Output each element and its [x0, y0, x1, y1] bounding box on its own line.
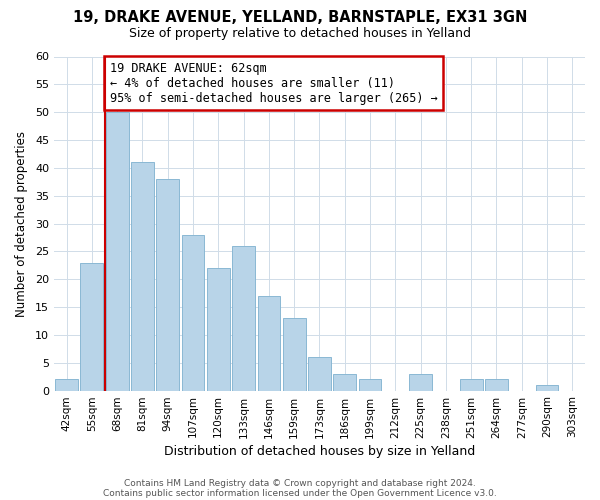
Bar: [536, 385, 559, 390]
Bar: [334, 374, 356, 390]
Text: Contains HM Land Registry data © Crown copyright and database right 2024.: Contains HM Land Registry data © Crown c…: [124, 478, 476, 488]
Y-axis label: Number of detached properties: Number of detached properties: [15, 130, 28, 316]
Text: Contains public sector information licensed under the Open Government Licence v3: Contains public sector information licen…: [103, 488, 497, 498]
Bar: [232, 246, 255, 390]
Bar: [257, 296, 280, 390]
Bar: [131, 162, 154, 390]
Bar: [80, 262, 103, 390]
Bar: [485, 380, 508, 390]
Text: 19 DRAKE AVENUE: 62sqm
← 4% of detached houses are smaller (11)
95% of semi-deta: 19 DRAKE AVENUE: 62sqm ← 4% of detached …: [110, 62, 437, 104]
Text: Size of property relative to detached houses in Yelland: Size of property relative to detached ho…: [129, 28, 471, 40]
Text: 19, DRAKE AVENUE, YELLAND, BARNSTAPLE, EX31 3GN: 19, DRAKE AVENUE, YELLAND, BARNSTAPLE, E…: [73, 10, 527, 25]
Bar: [409, 374, 432, 390]
Bar: [283, 318, 305, 390]
X-axis label: Distribution of detached houses by size in Yelland: Distribution of detached houses by size …: [164, 444, 475, 458]
Bar: [308, 357, 331, 390]
Bar: [106, 112, 128, 390]
Bar: [182, 234, 205, 390]
Bar: [55, 380, 78, 390]
Bar: [460, 380, 482, 390]
Bar: [207, 268, 230, 390]
Bar: [359, 380, 382, 390]
Bar: [157, 179, 179, 390]
